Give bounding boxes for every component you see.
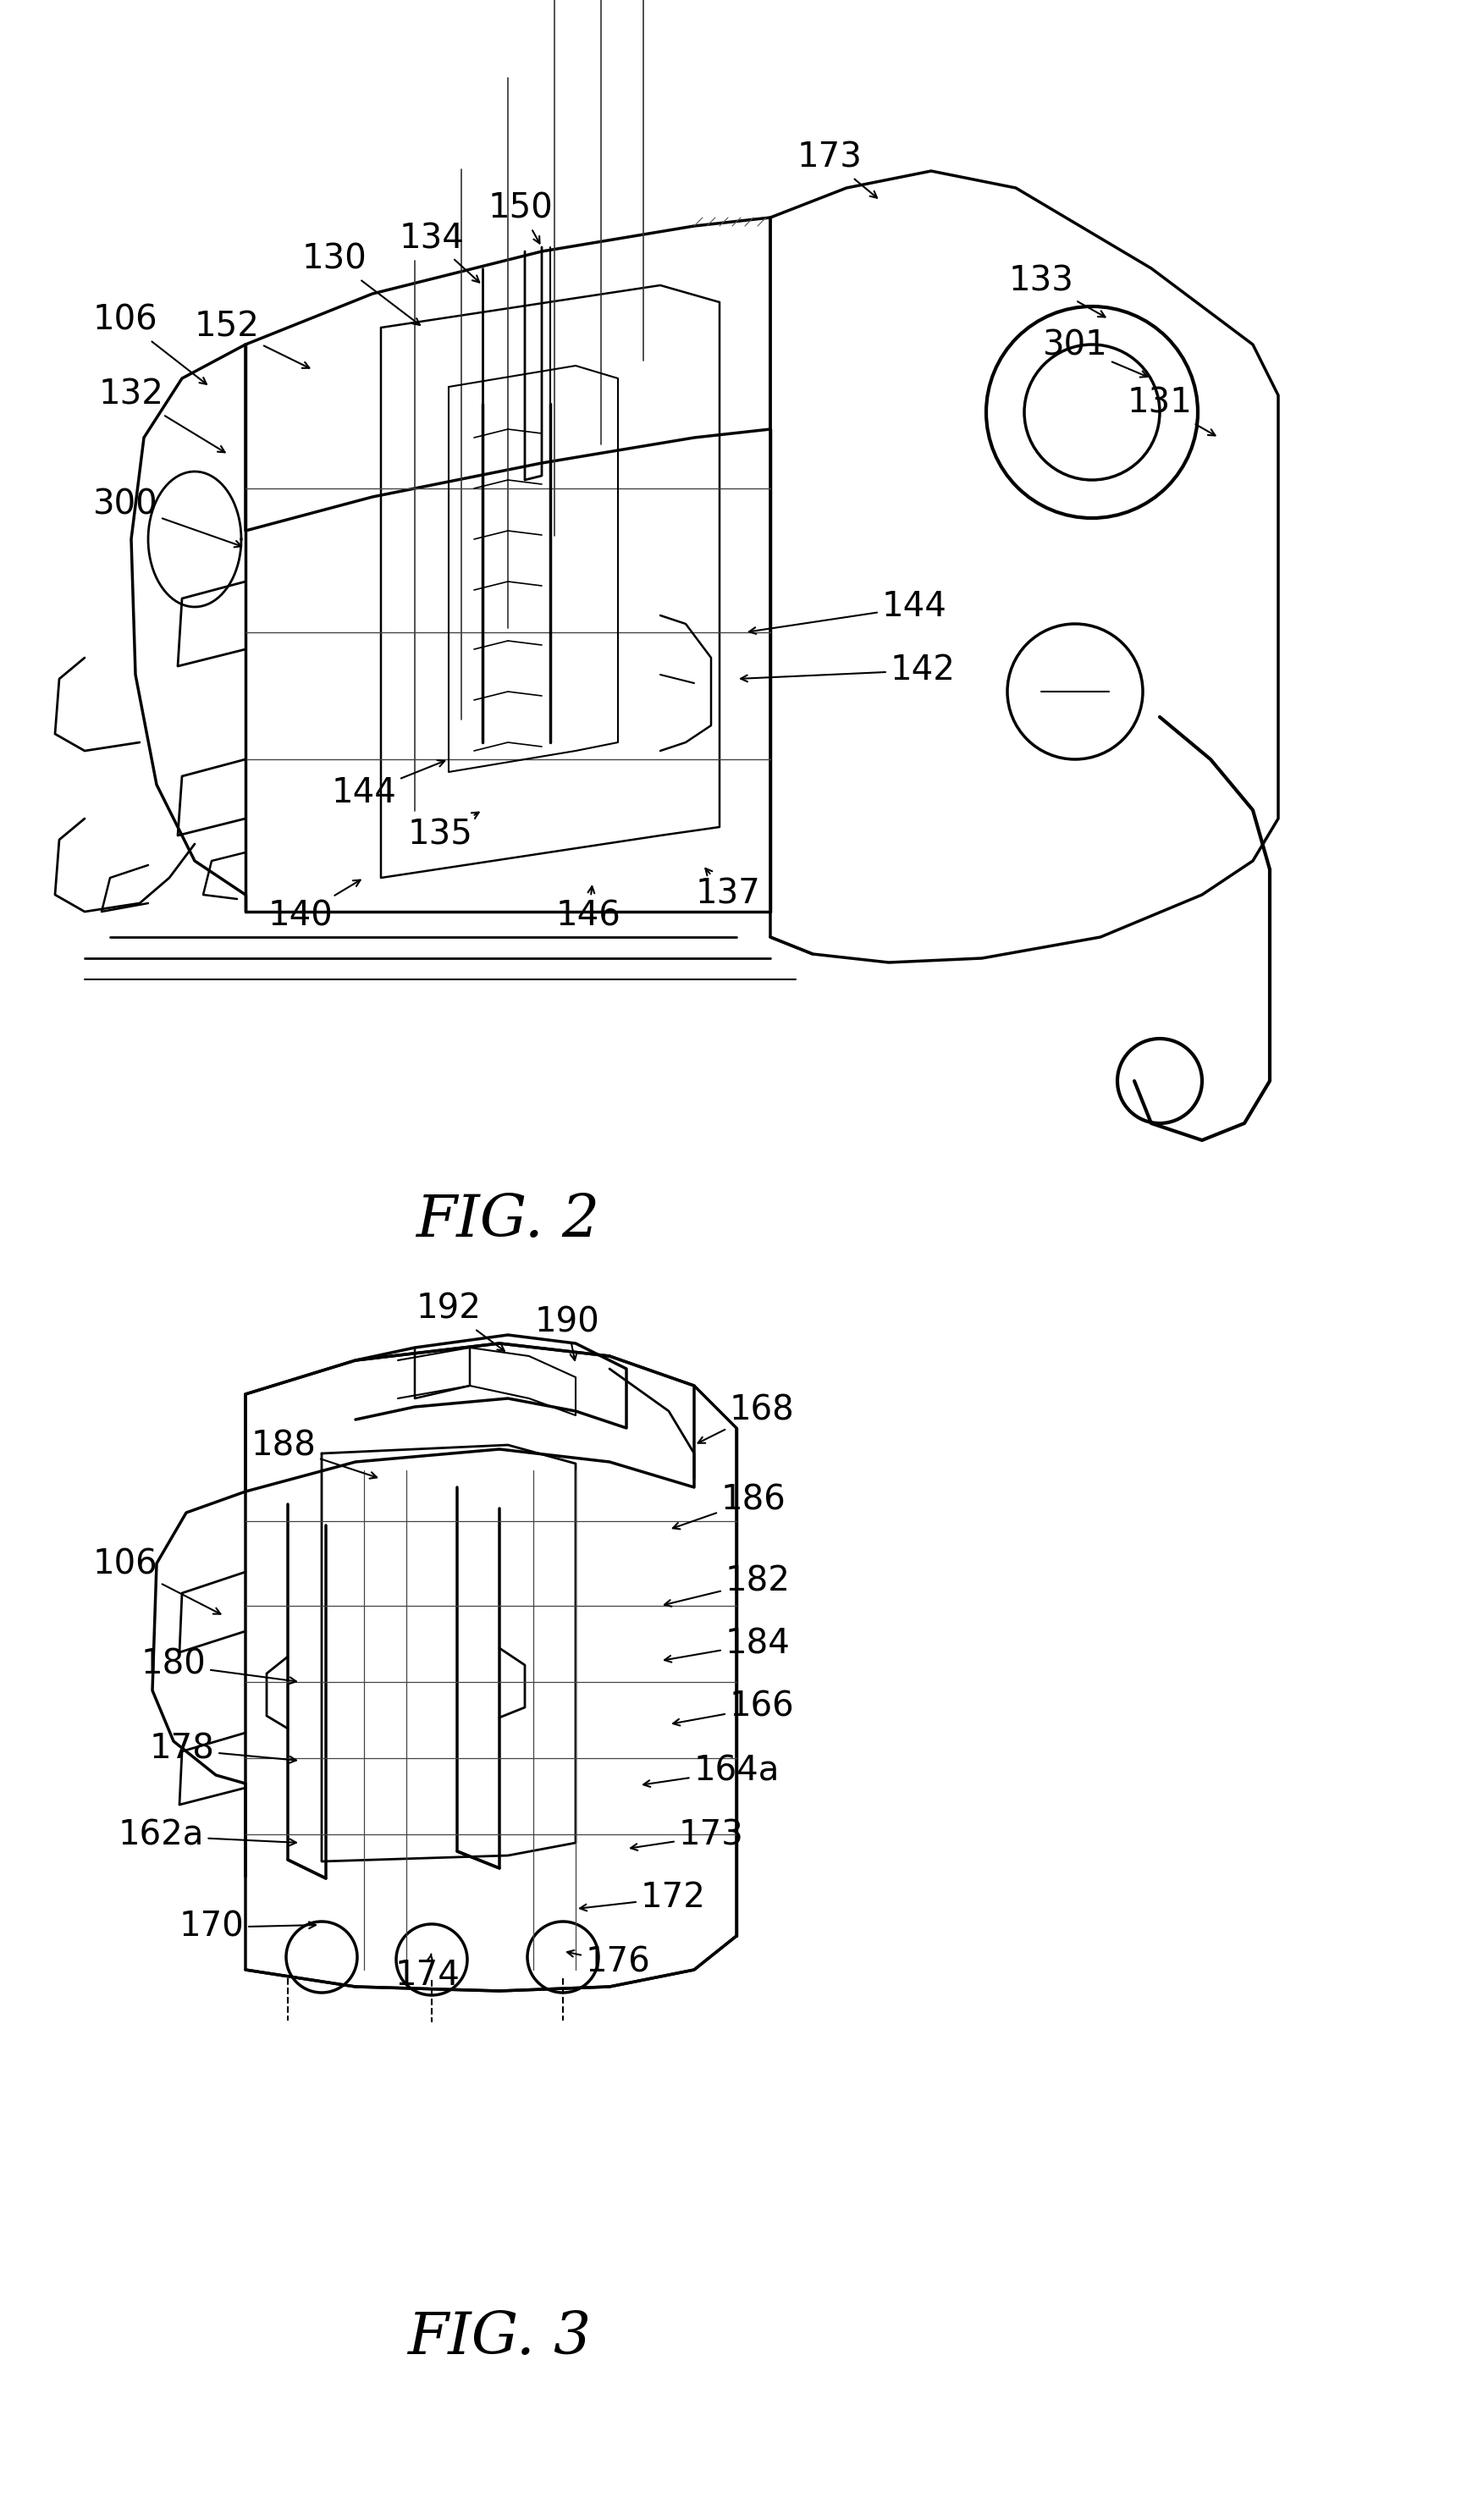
Text: 178: 178: [149, 1734, 296, 1767]
Text: 166: 166: [672, 1691, 794, 1726]
Text: 190: 190: [535, 1305, 600, 1361]
Text: 133: 133: [1008, 265, 1106, 318]
Text: 142: 142: [740, 653, 955, 688]
Text: 152: 152: [194, 310, 309, 368]
Text: 106: 106: [93, 1547, 220, 1613]
Text: 168: 168: [698, 1394, 794, 1444]
Text: 172: 172: [579, 1880, 705, 1915]
Text: 144: 144: [331, 761, 445, 809]
Text: 132: 132: [99, 378, 225, 451]
Text: 131: 131: [1128, 388, 1215, 436]
Text: 188: 188: [251, 1429, 377, 1479]
Text: 301: 301: [1042, 330, 1147, 378]
Text: 176: 176: [568, 1945, 650, 1981]
Text: 173: 173: [797, 141, 876, 199]
Text: 180: 180: [140, 1648, 296, 1683]
Text: FIG. 3: FIG. 3: [408, 2311, 591, 2366]
Text: 146: 146: [556, 887, 621, 932]
Text: 150: 150: [488, 192, 553, 244]
Text: 137: 137: [696, 869, 761, 912]
Text: 140: 140: [268, 879, 361, 932]
Text: 174: 174: [395, 1953, 460, 1993]
Text: 184: 184: [665, 1628, 791, 1663]
Text: 173: 173: [631, 1819, 743, 1852]
Text: 106: 106: [93, 305, 207, 383]
Text: 300: 300: [93, 489, 241, 547]
Text: 192: 192: [417, 1293, 504, 1351]
Text: 135: 135: [408, 811, 479, 852]
Text: 164a: 164a: [643, 1754, 779, 1787]
Text: 186: 186: [672, 1484, 786, 1530]
Text: 162a: 162a: [118, 1819, 296, 1852]
Text: FIG. 2: FIG. 2: [415, 1192, 600, 1250]
Text: 182: 182: [665, 1565, 791, 1605]
Text: 170: 170: [179, 1910, 316, 1945]
Text: 130: 130: [302, 242, 420, 325]
Text: 144: 144: [749, 590, 947, 635]
Text: 134: 134: [399, 222, 479, 282]
